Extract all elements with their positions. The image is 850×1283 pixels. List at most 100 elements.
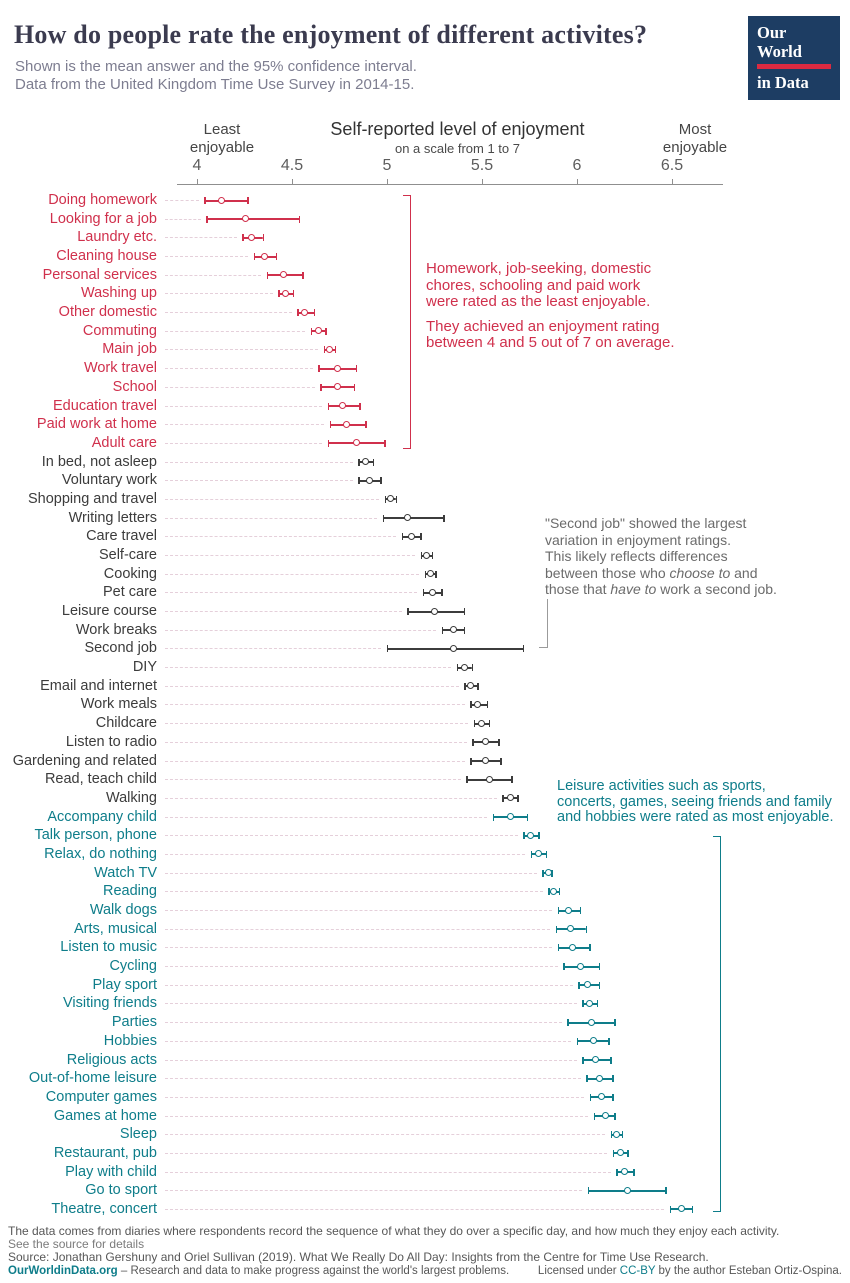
leader-line [165, 555, 416, 556]
ci-cap-right [608, 1037, 610, 1045]
ci-cap-left [593, 1112, 596, 1120]
mean-dot [481, 757, 489, 765]
ci-cap-left [441, 626, 444, 634]
activity-label: Cooking [103, 565, 157, 582]
leader-line [165, 200, 199, 201]
ci-cap-left [586, 1075, 588, 1083]
mean-dot [261, 252, 269, 260]
ci-cap-right [384, 439, 386, 447]
leader-line [165, 1096, 585, 1098]
footer-site-line: OurWorldinData.org – Research and data t… [8, 1265, 509, 1277]
mean-dot [407, 532, 415, 540]
mean-dot [217, 196, 225, 204]
annotation-line: between those who choose to and [545, 565, 777, 582]
owid-logo: Our World in Data [748, 16, 840, 100]
leader-line [165, 741, 467, 743]
ci-cap-left [472, 738, 474, 746]
ci-cap-right [589, 944, 591, 952]
ci-cap-right [325, 327, 327, 335]
ci-cap-left [310, 327, 312, 335]
annotation-line: those that have to work a second job. [545, 581, 777, 598]
mean-dot [584, 981, 592, 989]
ci-cap-left [557, 907, 559, 915]
owid-site-link[interactable]: OurWorldinData.org [8, 1265, 118, 1277]
mean-dot [506, 794, 514, 802]
axis-tick-label: 5.5 [470, 157, 494, 174]
leader-line [165, 760, 465, 762]
leader-line [165, 1190, 583, 1192]
ci-cap-left [589, 1093, 592, 1101]
axis-tick-label: 6 [572, 157, 582, 174]
activity-label: Laundry etc. [77, 229, 157, 246]
ci-cap-left [464, 682, 466, 690]
ci-line [204, 199, 249, 202]
ci-cap-left [278, 290, 280, 298]
annotation-line: chores, schooling and paid work [426, 276, 641, 294]
chart-subtitle: on a scale from 1 to 7 [394, 141, 520, 156]
ci-cap-left [407, 608, 409, 616]
axis-tick-mark [672, 179, 673, 184]
ci-cap-left [382, 514, 385, 522]
mean-dot [616, 1149, 624, 1157]
axis-tick-label: 4 [192, 157, 202, 174]
activity-label: DIY [132, 659, 157, 676]
leader-line [165, 611, 402, 613]
leader-line [165, 1115, 589, 1117]
mean-dot [485, 775, 493, 783]
leader-line [165, 1208, 665, 1210]
ci-cap-right [355, 365, 358, 373]
activity-label: School [112, 378, 157, 395]
footer-source: Source: Jonathan Gershuny and Oriel Sull… [8, 1250, 709, 1264]
mean-dot [362, 458, 370, 466]
leader-line [165, 386, 315, 388]
activity-label: Arts, musical [74, 920, 157, 937]
activity-label: Paid work at home [36, 416, 157, 433]
mean-dot [569, 943, 577, 951]
footer-source-link[interactable]: See the source for details [8, 1237, 145, 1251]
activity-label: Relax, do nothing [44, 845, 157, 862]
leader-line [165, 872, 537, 874]
ci-cap-right [633, 1168, 635, 1176]
ci-cap-left [329, 421, 331, 429]
ci-cap-left [297, 309, 299, 317]
leader-line [165, 1003, 577, 1005]
annotation-line: Leisure activities such as sports, [557, 778, 766, 794]
leader-line [165, 237, 237, 239]
leader-line [165, 853, 526, 855]
activity-label: Listen to radio [65, 733, 157, 750]
mean-dot [677, 1205, 685, 1213]
ci-cap-right [298, 215, 301, 223]
ci-cap-right [334, 346, 337, 354]
ci-cap-left [610, 1131, 613, 1139]
ci-cap-left [582, 1056, 584, 1064]
mean-dot [565, 906, 573, 914]
ci-cap-left [323, 346, 326, 354]
ci-cap-left [456, 664, 459, 672]
activity-label: Washing up [80, 285, 157, 302]
leader-line [165, 966, 558, 968]
leader-line [165, 442, 323, 444]
mean-dot [333, 364, 341, 372]
mean-dot [550, 887, 558, 895]
ci-cap-left [530, 850, 533, 858]
mean-dot [326, 345, 333, 353]
annotation-text: and [730, 564, 758, 581]
ci-cap-right [313, 309, 316, 317]
leader-line [165, 592, 418, 594]
mean-dot [428, 588, 436, 596]
ci-cap-right [500, 757, 502, 765]
mean-dot [248, 233, 256, 241]
activity-label: Leisure course [61, 603, 157, 620]
license-link[interactable]: CC-BY [619, 1265, 656, 1277]
ci-cap-right [471, 664, 473, 672]
leader-line [165, 1152, 608, 1154]
ci-cap-right [443, 514, 445, 522]
leader-line [165, 779, 461, 781]
mean-dot [365, 476, 373, 484]
activity-label: Talk person, phone [34, 827, 157, 844]
annotation-leisure: Leisure activities such as sports, conce… [557, 778, 833, 826]
ci-cap-left [555, 925, 558, 933]
footer-license-line: Licensed under CC-BY by the author Esteb… [538, 1265, 842, 1277]
activity-label: Second job [84, 640, 157, 657]
